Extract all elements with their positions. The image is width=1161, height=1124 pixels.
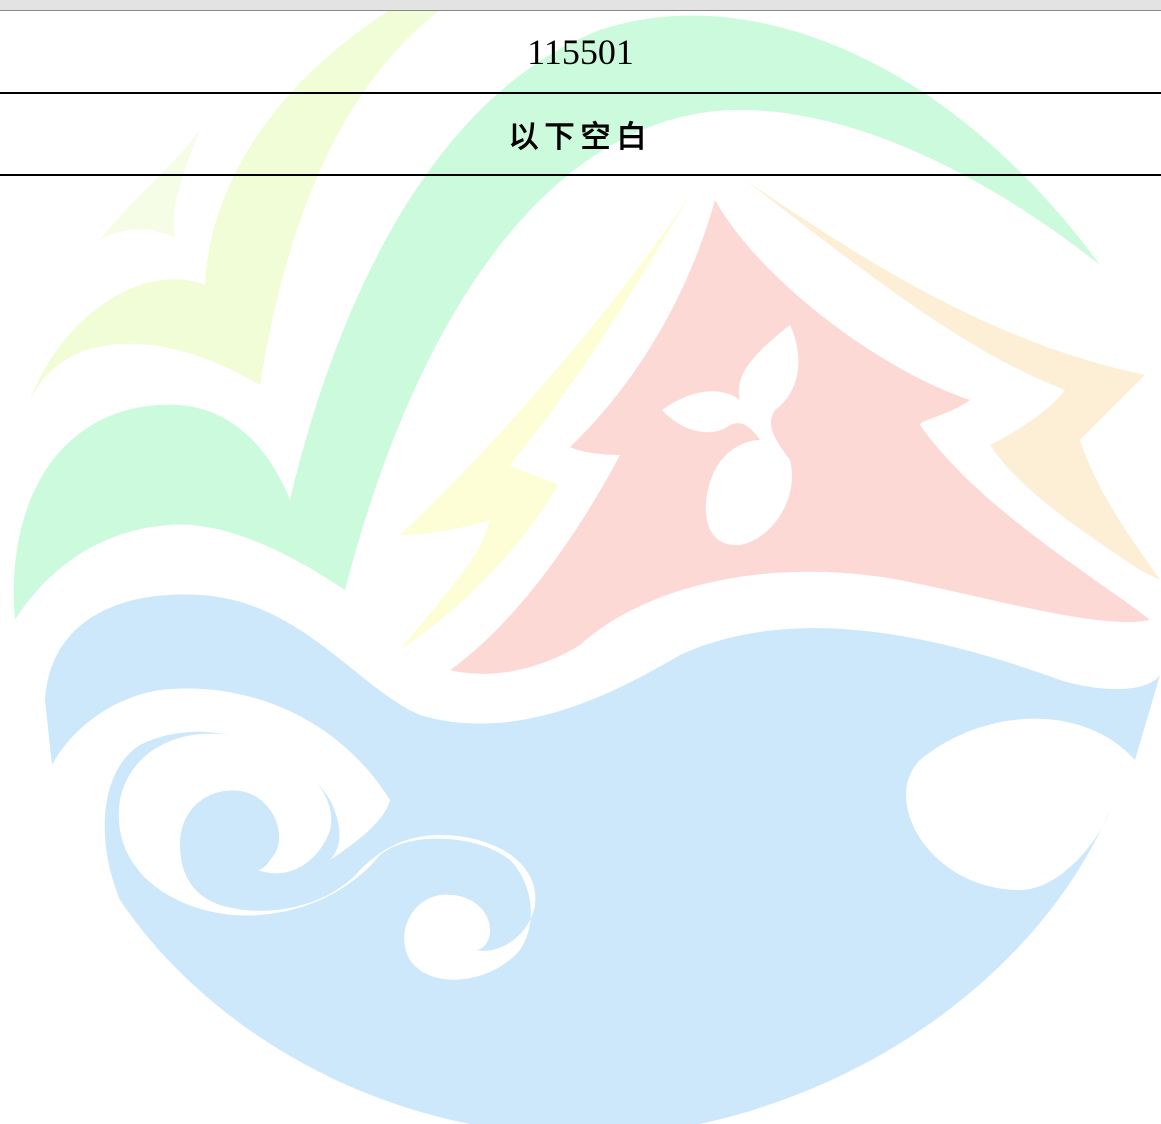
top-bar — [0, 0, 1161, 11]
page: 115501 以下空白 (() => { const data = JSON.p… — [0, 0, 1161, 1124]
table: 115501 以下空白 — [0, 11, 1161, 176]
table-row: 115501 — [0, 11, 1161, 93]
table-row: 以下空白 — [0, 93, 1161, 175]
table-cell: 115501 — [0, 11, 1161, 93]
table-cell: 以下空白 — [0, 93, 1161, 175]
